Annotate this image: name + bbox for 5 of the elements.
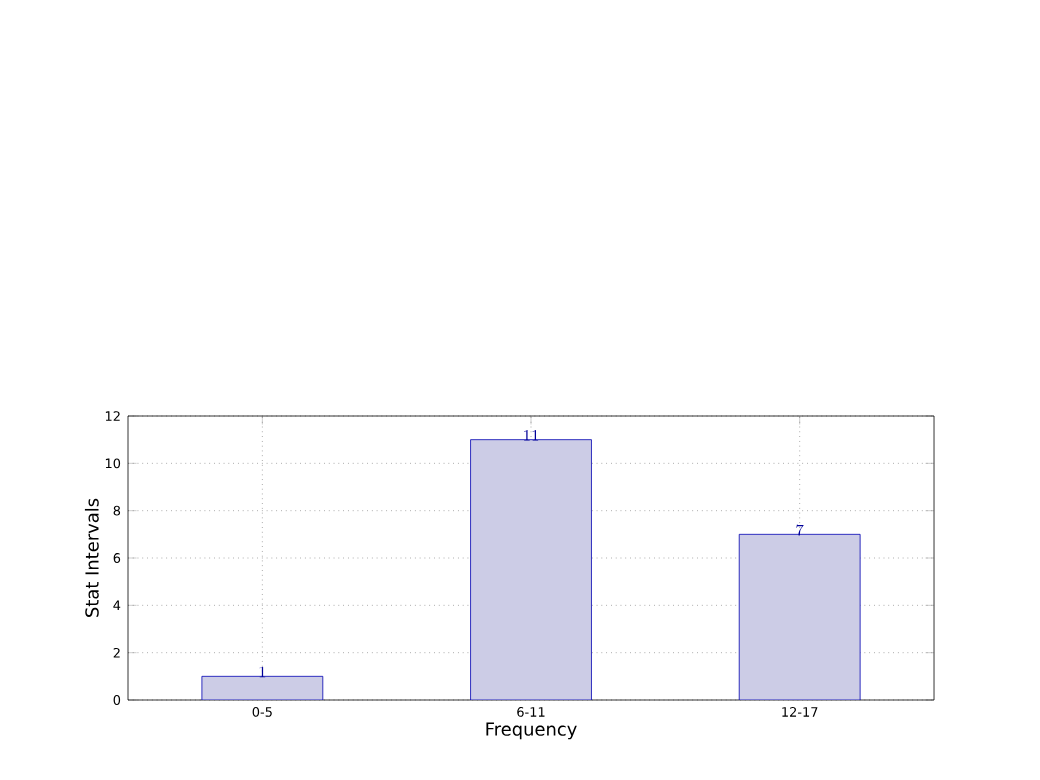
y-axis-title: Stat Intervals [84, 498, 99, 617]
bar [201, 676, 323, 700]
bar [470, 439, 592, 700]
x-axis-title: Frequency [486, 722, 577, 740]
bar [738, 533, 861, 700]
